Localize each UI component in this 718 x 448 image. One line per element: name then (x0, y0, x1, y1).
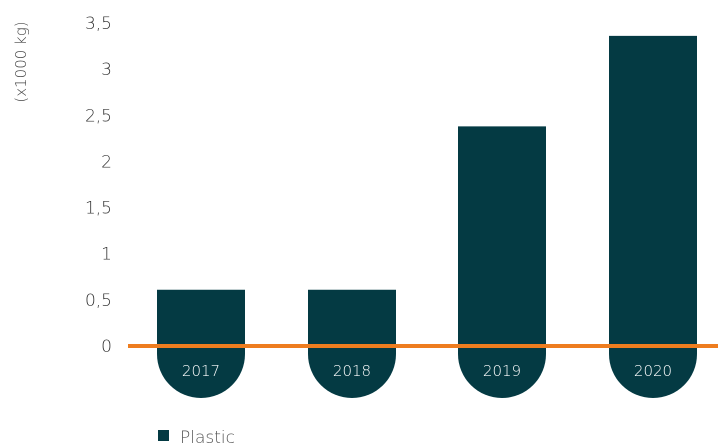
legend-swatch-plastic (158, 430, 169, 441)
x-tick-label: 2017 (182, 362, 220, 380)
y-tick-label: 0 (101, 337, 112, 357)
x-tick-label: 2018 (333, 362, 371, 380)
y-tick-label: 1,5 (85, 199, 112, 219)
y-axis: 0 0,5 1 1,5 2 2,5 3 3,5 (85, 14, 112, 357)
legend-label-plastic: Plastic (180, 428, 235, 448)
bars (157, 35, 697, 399)
x-tick-label: 2020 (634, 362, 672, 380)
bar-2020 (609, 35, 697, 399)
y-tick-label: 1 (101, 245, 112, 265)
y-tick-label: 3,5 (85, 14, 112, 34)
bar-2017 (157, 289, 245, 398)
legend: Plastic (158, 428, 235, 448)
y-tick-label: 2 (101, 152, 112, 172)
y-tick-label: 2,5 (85, 106, 112, 126)
y-tick-label: 3 (101, 60, 112, 80)
bar-2019 (458, 126, 546, 399)
bar-2018 (308, 289, 396, 398)
category-labels: 2017 2018 2019 2020 (182, 362, 672, 380)
y-axis-title: (x1000 kg) (12, 21, 30, 102)
y-tick-label: 0,5 (85, 291, 112, 311)
x-tick-label: 2019 (483, 362, 521, 380)
